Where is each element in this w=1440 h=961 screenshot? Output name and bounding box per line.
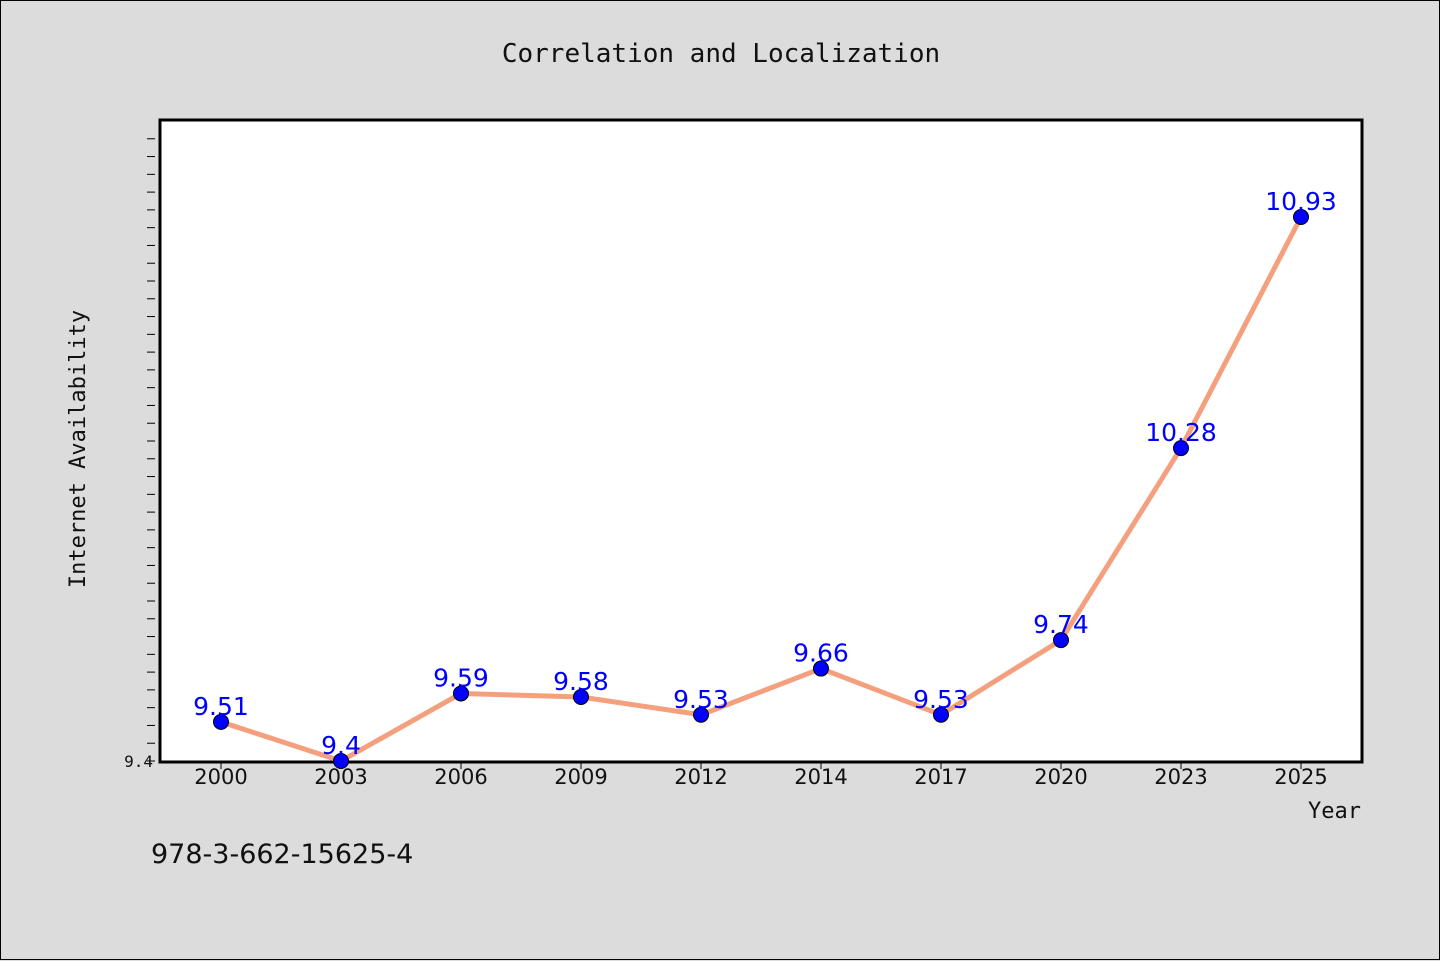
x-tick-label: 2012 bbox=[674, 765, 727, 789]
data-label: 9.51 bbox=[193, 692, 249, 721]
data-point bbox=[813, 660, 829, 677]
x-tick-label: 2023 bbox=[1154, 765, 1207, 789]
isbn-footnote: 978-3-662-15625-4 bbox=[151, 839, 413, 870]
plot-area bbox=[158, 118, 1364, 764]
x-tick-label: 2009 bbox=[554, 765, 607, 789]
data-label: 10.28 bbox=[1145, 418, 1217, 447]
x-tick-label: 2025 bbox=[1274, 765, 1327, 789]
data-point bbox=[453, 685, 469, 702]
data-point bbox=[1293, 209, 1309, 225]
chart-title: Correlation and Localization bbox=[502, 39, 940, 69]
data-markers bbox=[213, 209, 1309, 769]
data-point bbox=[693, 706, 709, 723]
data-label: 9.74 bbox=[1033, 610, 1089, 639]
data-label: 9.59 bbox=[433, 663, 489, 692]
x-tick-label: 2006 bbox=[434, 765, 487, 789]
x-tick-label: 2020 bbox=[1034, 765, 1087, 789]
data-point bbox=[1053, 632, 1069, 649]
data-label: 9.58 bbox=[553, 667, 609, 696]
data-label: 9.4 bbox=[321, 731, 361, 760]
data-point bbox=[213, 713, 229, 730]
data-point bbox=[333, 753, 349, 769]
x-axis-label: Year bbox=[1308, 799, 1361, 824]
y-axis-label: Internet Availability bbox=[66, 310, 91, 588]
data-labels: 9.51 9.4 9.59 9.58 9.53 9.66 9.53 9.74 10.28 10.9… bbox=[193, 187, 1337, 760]
data-label: 10.93 bbox=[1265, 187, 1337, 216]
x-tick-label: 2014 bbox=[794, 765, 847, 789]
data-label: 9.53 bbox=[913, 685, 969, 714]
data-point bbox=[573, 689, 589, 705]
data-label: 9.53 bbox=[673, 685, 729, 714]
data-label: 9.66 bbox=[793, 639, 849, 668]
x-tick-label: 2017 bbox=[914, 765, 967, 789]
series-line bbox=[218, 214, 1304, 764]
data-point bbox=[1173, 440, 1189, 457]
x-tick-label: 2000 bbox=[194, 765, 247, 789]
y-tick-label: 9.4 bbox=[124, 752, 153, 771]
y-axis: 9.4 bbox=[124, 138, 155, 771]
x-axis: 2000 2003 2006 2009 2012 2014 2017 2020 2023 2025 bbox=[194, 761, 1328, 789]
data-point bbox=[933, 706, 949, 723]
